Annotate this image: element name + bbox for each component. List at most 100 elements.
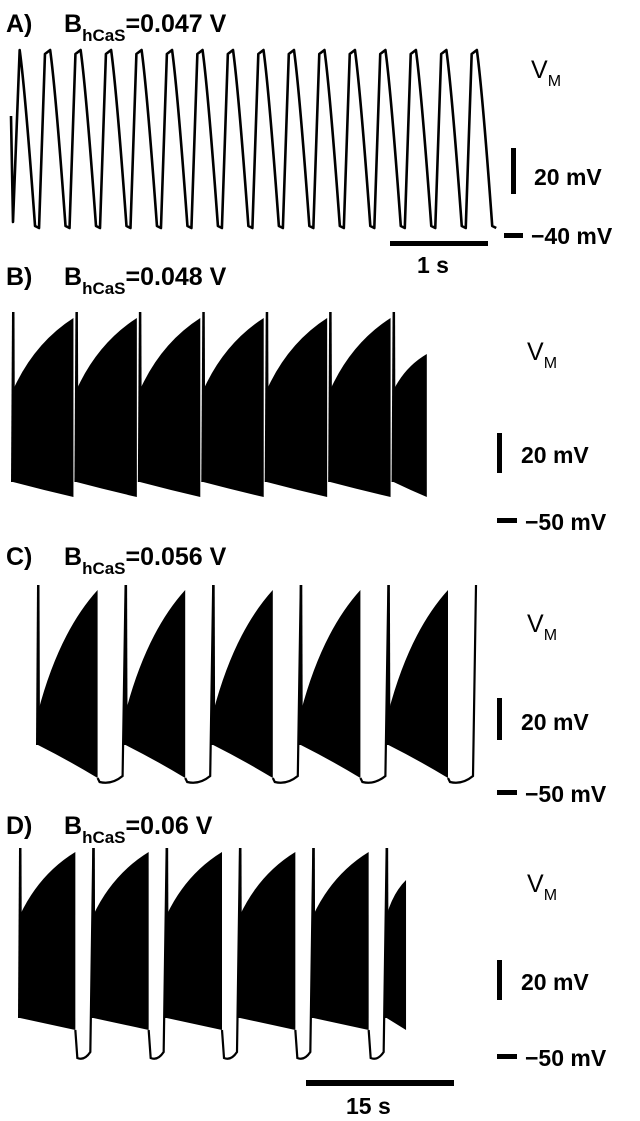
burst-segment bbox=[137, 312, 142, 482]
panel-d: D) BhCaS=0.06 V VM 20 mV −50 mV 15 s bbox=[6, 812, 607, 1119]
burst-segment bbox=[264, 312, 269, 482]
burst-segment bbox=[386, 880, 407, 1030]
panel-c-baseline-tick bbox=[497, 790, 517, 795]
panel-b-baseline-tick bbox=[497, 518, 517, 523]
burst-segment bbox=[328, 312, 333, 482]
burst-segment bbox=[240, 852, 296, 1030]
burst-segment bbox=[300, 590, 361, 778]
panel-a-vm-base: V bbox=[531, 56, 548, 84]
burst-segment bbox=[18, 848, 22, 1018]
panel-a-label: A) bbox=[6, 10, 32, 38]
burst-segment bbox=[447, 584, 478, 784]
panel-d-voltage-scale-bar bbox=[497, 960, 502, 1000]
panel-b-param-value: =0.048 V bbox=[126, 263, 227, 291]
burst-segment bbox=[38, 590, 98, 778]
burst-segment bbox=[388, 590, 448, 778]
burst-segment bbox=[330, 318, 391, 497]
burst-segment bbox=[184, 584, 215, 784]
panel-d-vm-base: V bbox=[527, 870, 544, 898]
burst-segment bbox=[93, 852, 149, 1030]
panel-c-param-subscript: hCaS bbox=[82, 559, 125, 578]
panel-d-label: D) bbox=[6, 812, 32, 840]
panel-a-baseline-tick bbox=[504, 233, 523, 238]
burst-segment bbox=[91, 848, 96, 1018]
panel-c-voltage-trace bbox=[36, 584, 478, 784]
panel-d-parameter: BhCaS=0.06 V bbox=[64, 812, 213, 847]
panel-b: B) BhCaS=0.048 V VM 20 mV −50 mV bbox=[6, 263, 607, 535]
panel-d-param-subscript: hCaS bbox=[82, 828, 125, 847]
burst-segment bbox=[393, 354, 427, 497]
burst-segment bbox=[238, 848, 242, 1018]
panel-b-param-base: B bbox=[64, 263, 82, 291]
burst-segment bbox=[220, 847, 242, 1060]
panel-b-vm-subscript: M bbox=[544, 355, 557, 372]
burst-segment bbox=[311, 848, 316, 1018]
panel-d-time-scale-bar bbox=[306, 1080, 454, 1086]
burst-segment bbox=[211, 585, 216, 745]
burst-segment bbox=[164, 848, 169, 1018]
panel-c-param-base: B bbox=[64, 543, 82, 571]
panel-a: A) BhCaS=0.047 V VM 20 mV −40 mV 1 s bbox=[6, 10, 613, 278]
panel-d-baseline-label: −50 mV bbox=[525, 1045, 607, 1071]
burst-segment bbox=[384, 848, 389, 1018]
panel-c-baseline-label: −50 mV bbox=[525, 781, 607, 807]
panel-a-param-base: B bbox=[64, 10, 82, 38]
burst-segment bbox=[20, 852, 76, 1030]
burst-segment bbox=[11, 312, 15, 482]
panel-a-vm-label: VM bbox=[531, 56, 561, 90]
panel-c-label: C) bbox=[6, 543, 32, 571]
burst-segment bbox=[123, 585, 128, 745]
burst-segment bbox=[203, 318, 264, 497]
panel-a-parameter: BhCaS=0.047 V bbox=[64, 10, 227, 45]
panel-c-voltage-scale-bar bbox=[497, 698, 502, 740]
panel-b-voltage-trace bbox=[11, 312, 427, 497]
panel-a-vm-subscript: M bbox=[548, 73, 561, 90]
burst-segment bbox=[74, 847, 95, 1060]
panel-d-param-value: =0.06 V bbox=[126, 812, 213, 840]
panel-c-parameter: BhCaS=0.056 V bbox=[64, 543, 227, 578]
burst-segment bbox=[76, 318, 137, 497]
burst-segment bbox=[96, 584, 127, 784]
panel-c-param-value: =0.056 V bbox=[126, 543, 227, 571]
panel-b-voltage-scale-bar bbox=[497, 433, 502, 473]
burst-segment bbox=[266, 318, 328, 497]
panel-d-param-base: B bbox=[64, 812, 82, 840]
burst-segment bbox=[359, 584, 390, 784]
burst-segment bbox=[391, 312, 396, 482]
panel-b-label: B) bbox=[6, 263, 32, 291]
panel-c: C) BhCaS=0.056 V VM 20 mV −50 mV bbox=[6, 543, 607, 807]
panel-b-param-subscript: hCaS bbox=[82, 279, 125, 298]
panel-c-vm-subscript: M bbox=[544, 627, 557, 644]
burst-segment bbox=[74, 312, 79, 482]
panel-c-voltage-scale-label: 20 mV bbox=[521, 709, 589, 735]
burst-segment bbox=[139, 318, 201, 497]
panel-d-vm-subscript: M bbox=[544, 887, 557, 904]
panel-a-time-scale-bar bbox=[390, 241, 488, 246]
panel-a-param-subscript: hCaS bbox=[82, 26, 125, 45]
burst-segment bbox=[271, 584, 302, 784]
burst-segment bbox=[294, 847, 315, 1060]
burst-segment bbox=[201, 312, 206, 482]
burst-segment bbox=[125, 590, 186, 778]
burst-segment bbox=[313, 852, 369, 1030]
burst-segment bbox=[36, 585, 40, 745]
burst-segment bbox=[213, 590, 273, 778]
panel-a-param-value: =0.047 V bbox=[126, 10, 227, 38]
burst-segment bbox=[367, 847, 388, 1060]
panel-d-time-scale-label: 15 s bbox=[346, 1093, 391, 1119]
panel-d-vm-label: VM bbox=[527, 870, 557, 904]
panel-a-voltage-trace bbox=[9, 48, 497, 230]
burst-segment bbox=[13, 318, 74, 497]
panel-b-baseline-label: −50 mV bbox=[525, 509, 607, 535]
burst-segment bbox=[166, 852, 222, 1030]
burst-segment bbox=[298, 585, 303, 745]
panel-a-time-scale-label: 1 s bbox=[417, 252, 449, 278]
panel-d-voltage-scale-label: 20 mV bbox=[521, 969, 589, 995]
panel-d-voltage-trace bbox=[18, 847, 407, 1060]
burst-segment bbox=[386, 585, 391, 745]
panel-a-voltage-scale-label: 20 mV bbox=[534, 164, 602, 190]
panel-a-baseline-label: −40 mV bbox=[531, 223, 613, 249]
panel-d-baseline-tick bbox=[497, 1054, 517, 1059]
panel-b-parameter: BhCaS=0.048 V bbox=[64, 263, 227, 298]
